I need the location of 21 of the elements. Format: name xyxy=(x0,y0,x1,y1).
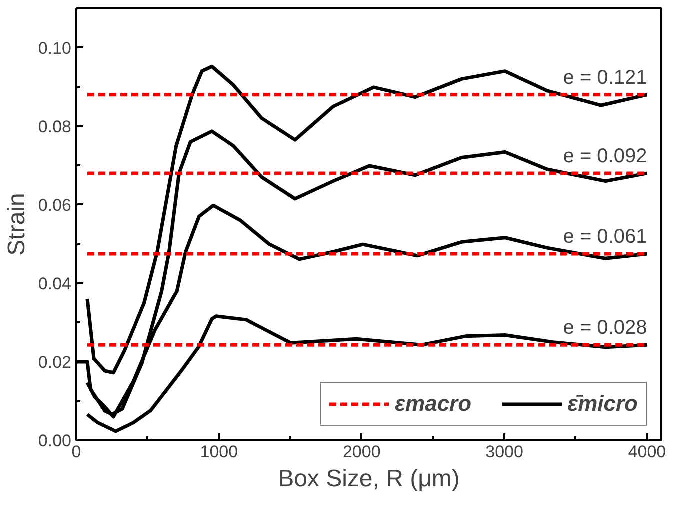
x-tick-label: 4000 xyxy=(628,442,666,462)
x-tick-label: 0 xyxy=(72,442,82,462)
y-tick-label: 0.06 xyxy=(38,196,72,215)
x-tick-label: 3000 xyxy=(486,442,524,462)
y-tick-label: 0.00 xyxy=(38,432,72,450)
annotation: e = 0.061 xyxy=(563,226,648,248)
legend-label: ε̄micro xyxy=(568,391,638,417)
x-tick-label: 2000 xyxy=(342,442,381,462)
annotation: e = 0.121 xyxy=(563,66,648,89)
legend-label: εmacro xyxy=(395,391,472,417)
y-tick-label: 0.10 xyxy=(38,38,72,58)
annotation: e = 0.092 xyxy=(563,145,648,168)
y-tick-label: 0.08 xyxy=(38,117,72,136)
x-axis-title: Box Size, R (μm) xyxy=(278,466,460,492)
y-tick-label: 0.02 xyxy=(38,352,72,372)
line-series xyxy=(86,314,649,434)
y-tick-label: 0.04 xyxy=(38,274,72,294)
y-axis-title: Strain xyxy=(3,193,30,256)
annotation: e = 0.028 xyxy=(563,317,648,340)
line-series xyxy=(86,64,649,375)
x-tick-label: 1000 xyxy=(200,442,238,462)
